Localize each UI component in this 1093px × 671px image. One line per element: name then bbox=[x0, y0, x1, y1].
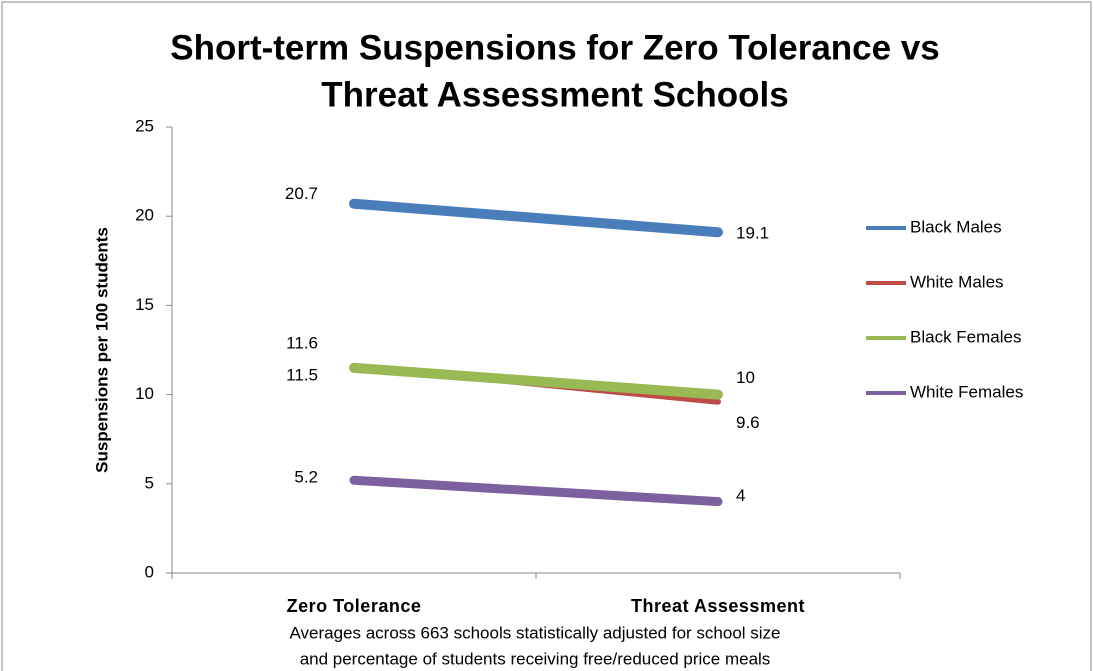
chart-title: Threat Assessment Schools bbox=[321, 75, 788, 114]
legend-label: White Females bbox=[910, 382, 1023, 401]
y-tick-label: 25 bbox=[135, 116, 154, 135]
x-tick-label: Threat Assessment bbox=[631, 596, 805, 616]
y-tick-label: 20 bbox=[135, 206, 154, 225]
data-label: 19.1 bbox=[736, 224, 769, 243]
y-tick-label: 10 bbox=[135, 384, 154, 403]
legend-label: Black Males bbox=[910, 217, 1002, 236]
series-line bbox=[349, 362, 723, 400]
legend-label: White Males bbox=[910, 272, 1004, 291]
note: Averages across 663 schools statisticall… bbox=[289, 623, 780, 642]
series-line bbox=[349, 198, 723, 238]
data-label: 5.2 bbox=[294, 468, 318, 487]
note: and percentage of students receiving fre… bbox=[300, 649, 771, 668]
data-label: 20.7 bbox=[285, 184, 318, 203]
data-label: 11.6 bbox=[286, 334, 318, 353]
series-line bbox=[349, 475, 723, 507]
y-axis-label: Suspensions per 100 students bbox=[92, 227, 111, 473]
data-label: 9.6 bbox=[736, 413, 760, 432]
y-tick-label: 5 bbox=[145, 473, 154, 492]
legend-label: Black Females bbox=[910, 327, 1021, 346]
x-tick-label: Zero Tolerance bbox=[287, 596, 422, 616]
chart-title: Short-term Suspensions for Zero Toleranc… bbox=[170, 28, 940, 67]
data-label: 10 bbox=[736, 368, 755, 387]
data-label: 4 bbox=[736, 486, 745, 505]
y-tick-label: 15 bbox=[135, 295, 154, 314]
data-label: 11.5 bbox=[286, 365, 318, 384]
y-tick-label: 0 bbox=[145, 562, 154, 581]
